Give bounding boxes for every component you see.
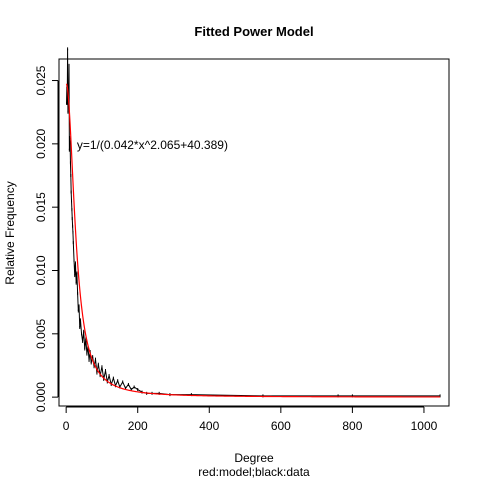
y-axis-label: Relative Frequency	[3, 181, 17, 284]
data-line	[66, 48, 441, 397]
y-axis: 0.000 0.005 0.010 0.015 0.020 0.025	[34, 65, 59, 412]
plot-frame	[58, 58, 450, 407]
x-axis-label: Degree	[234, 451, 274, 465]
y-tick-label: 0.000	[34, 382, 48, 412]
y-tick-label: 0.015	[34, 192, 48, 222]
model-annotation: y=1/(0.042*x^2.065+40.389)	[77, 138, 228, 152]
x-tick-label: 800	[342, 419, 362, 433]
x-tick-label: 200	[128, 419, 148, 433]
x-tick-label: 1000	[411, 419, 438, 433]
data-series	[66, 47, 441, 398]
y-tick-label: 0.010	[34, 255, 48, 285]
x-axis: 0 200 400 600 800 1000	[63, 406, 438, 433]
x-tick-label: 600	[271, 419, 291, 433]
model-series	[65, 83, 441, 398]
model-curve	[65, 83, 441, 398]
x-tick-label: 0	[63, 419, 70, 433]
y-tick-label: 0.020	[34, 129, 48, 159]
chart-title: Fitted Power Model	[194, 24, 313, 39]
x-tick-label: 400	[199, 419, 219, 433]
y-tick-label: 0.005	[34, 318, 48, 348]
y-tick-label: 0.025	[34, 65, 48, 95]
x-axis-sublabel: red:model;black:data	[198, 465, 310, 479]
